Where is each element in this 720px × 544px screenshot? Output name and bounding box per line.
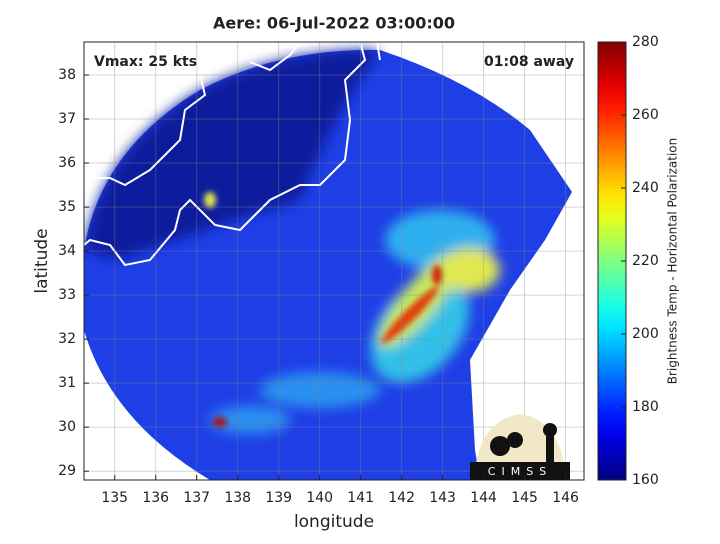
x-tick-label: 141 xyxy=(347,490,374,506)
annotation: Vmax: 25 kts xyxy=(94,54,197,70)
x-tick-label: 136 xyxy=(142,490,169,506)
y-tick-label: 32 xyxy=(58,331,76,347)
annotation: 01:08 away xyxy=(484,54,574,70)
chart-title: Aere: 06-Jul-2022 03:00:00 xyxy=(213,14,455,33)
colorbar-tick-label: 200 xyxy=(632,326,659,342)
y-axis-label: latitude xyxy=(32,228,52,293)
y-tick-label: 33 xyxy=(58,287,76,303)
x-tick-label: 140 xyxy=(306,490,333,506)
swath-image xyxy=(84,42,572,480)
x-tick-label: 142 xyxy=(388,490,415,506)
colorbar-tick-label: 180 xyxy=(632,399,659,415)
y-tick-label: 30 xyxy=(58,419,76,435)
x-tick-label: 144 xyxy=(470,490,497,506)
colorbar-tick-label: 260 xyxy=(632,107,659,123)
colorbar-tick-label: 240 xyxy=(632,180,659,196)
x-tick-label: 137 xyxy=(183,490,210,506)
x-tick-label: 143 xyxy=(429,490,456,506)
y-tick-label: 38 xyxy=(58,67,76,83)
colorbar-tick-label: 280 xyxy=(632,34,659,50)
x-tick-label: 145 xyxy=(511,490,538,506)
x-tick-label: 138 xyxy=(224,490,251,506)
plot-frame xyxy=(83,41,585,481)
x-tick-label: 146 xyxy=(552,490,579,506)
y-tick-label: 37 xyxy=(58,111,76,127)
y-tick-label: 34 xyxy=(58,243,76,259)
x-tick-label: 139 xyxy=(265,490,292,506)
x-axis-label: longitude xyxy=(294,512,374,532)
y-tick-label: 35 xyxy=(58,199,76,215)
x-tick-label: 135 xyxy=(101,490,128,506)
colorbar-label: Brightness Temp - Horizontal Polarizatio… xyxy=(666,138,680,385)
y-tick-label: 29 xyxy=(58,463,76,479)
y-tick-label: 31 xyxy=(58,375,76,391)
logo-text: CIMSS xyxy=(488,465,552,478)
logo: CIMSS xyxy=(470,414,570,480)
colorbar-tick-label: 160 xyxy=(632,472,659,488)
colorbar-tick-label: 220 xyxy=(632,253,659,269)
y-tick-label: 36 xyxy=(58,155,76,171)
